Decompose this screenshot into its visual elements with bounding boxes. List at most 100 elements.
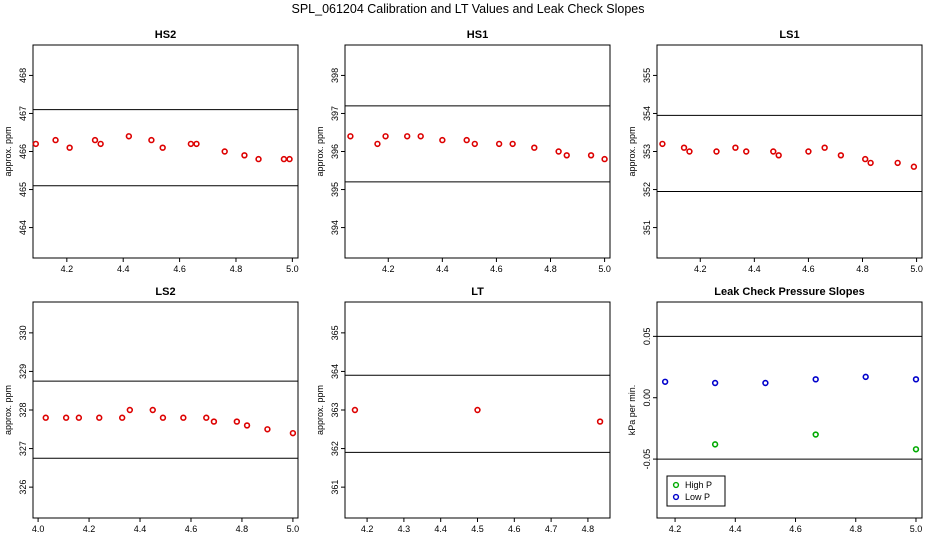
data-point [97,140,104,148]
x-tick-label: 4.4 [134,524,147,534]
data-point [417,133,424,140]
y-tick-label: 365 [330,325,340,340]
plot-frame [344,44,611,259]
data-point [280,155,288,163]
legend-box [666,475,726,507]
data-point [62,414,70,421]
y-tick-label: 397 [330,106,340,121]
data-point [732,144,739,151]
y-tick-label: 326 [18,480,28,495]
data-point [495,140,503,148]
panel-title: LS1 [779,29,799,41]
x-tick-label: 4.8 [544,264,557,274]
y-tick-label: 361 [330,480,340,495]
panel-title: Leak Check Pressure Slopes [714,286,864,298]
y-tick-label: 330 [18,325,28,340]
y-tick-label: -0.05 [642,449,652,470]
x-tick-label: 4.4 [748,264,761,274]
data-point [126,406,134,414]
panel-title: LT [471,286,484,298]
data-point [659,140,666,148]
x-tick-label: 4.8 [582,524,595,534]
data-point [821,144,828,151]
y-tick-label: 468 [18,68,28,83]
data-point [812,376,819,383]
data-point [32,140,40,148]
data-point [118,414,126,421]
x-tick-label: 5.0 [598,264,611,274]
x-tick-label: 4.7 [545,524,558,534]
x-tick-label: 4.4 [434,524,447,534]
data-point [42,414,49,421]
data-point [96,414,103,421]
y-axis-label: approx. ppm [315,385,325,435]
data-point [805,148,812,155]
data-point [837,152,845,159]
data-point [463,136,470,144]
data-point [193,140,200,148]
x-tick-label: 4.2 [669,524,682,534]
data-point [180,414,187,421]
data-point [403,133,411,140]
x-tick-label: 4.8 [230,264,243,274]
data-point [867,159,874,167]
data-point [680,144,688,151]
plot-frame [32,301,299,519]
data-point [203,414,210,421]
data-point [661,378,669,385]
legend-label: High P [685,480,712,490]
data-point [531,144,538,151]
y-tick-label: 0.05 [642,328,652,346]
y-tick-label: 352 [642,182,652,197]
y-tick-label: 363 [330,402,340,417]
data-point [347,133,354,140]
x-tick-label: 4.2 [694,264,707,274]
data-point [894,159,901,167]
panel-3: LS1 4.2 4.4 4.6 4.8 5.0 351 352 353 354 355 approx.… [627,29,923,274]
data-point [382,133,389,140]
data-point [862,155,869,163]
x-tick-label: 4.2 [382,264,395,274]
data-point [439,136,446,144]
panel-title: LS2 [155,286,175,298]
x-tick-label: 5.0 [287,524,300,534]
y-tick-label: 464 [18,220,28,235]
legend-marker [672,481,680,489]
data-point [762,379,769,387]
data-point [563,152,570,159]
y-tick-label: 467 [18,106,28,121]
data-point [775,152,782,159]
x-tick-label: 4.6 [490,264,503,274]
data-point [910,163,918,170]
panel-1: HS2 4.2 4.4 4.6 4.8 5.0 464 465 466 467 468 approx.… [3,29,299,274]
data-point [125,133,133,140]
y-tick-label: 355 [642,68,652,83]
x-tick-label: 4.2 [361,524,374,534]
data-point [243,422,251,429]
y-tick-label: 362 [330,441,340,456]
data-point [159,414,167,421]
data-point [187,140,195,148]
x-tick-label: 4.8 [856,264,869,274]
data-point [770,148,777,155]
data-point [233,418,241,425]
data-point [148,136,155,144]
data-point [601,155,608,163]
plot-frame [656,301,923,519]
x-tick-label: 4.0 [32,524,45,534]
legend-label: Low P [685,492,710,502]
data-point [711,379,719,387]
x-tick-label: 4.6 [802,264,815,274]
data-point [210,418,218,425]
x-tick-label: 4.4 [117,264,130,274]
data-point [812,431,819,438]
data-point [509,140,516,148]
data-point [66,144,73,151]
x-tick-label: 4.8 [236,524,249,534]
y-axis-label: kPa per min. [627,385,637,436]
y-tick-label: 0.00 [642,389,652,407]
y-axis-label: approx. ppm [3,385,13,435]
data-point [912,376,920,383]
